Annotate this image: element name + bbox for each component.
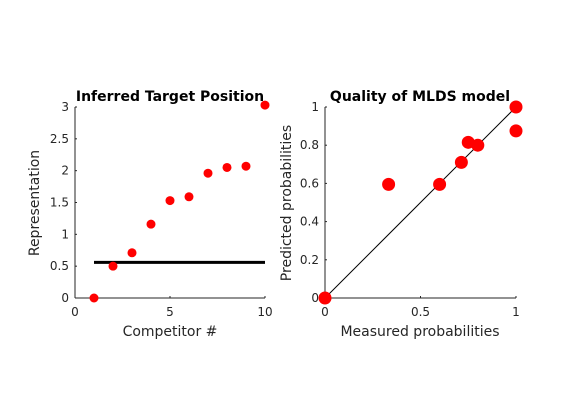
right-chart-panel: Quality of MLDS model Measured probabili… [279,89,523,340]
left-data-point [108,261,118,271]
left-y-tick-label: 1 [61,227,69,241]
right-data-point [318,291,332,305]
right-data-point [454,155,468,169]
right-data-point [433,177,447,191]
right-x-tick-label: 0 [321,305,329,319]
right-data-point [509,124,523,138]
left-data-point [146,219,156,229]
left-chart-panel: Inferred Target Position Competitor # Re… [27,89,273,340]
right-chart-xlabel: Measured probabilities [340,324,499,340]
right-data-point [509,100,523,114]
right-y-tick-label: 0.8 [300,138,319,152]
left-y-tick-label: 0.5 [50,259,69,273]
right-y-tick-label: 0 [311,291,319,305]
left-y-tick-label: 2 [61,164,69,178]
left-chart-title: Inferred Target Position [76,89,264,105]
left-data-point [222,162,232,172]
left-chart-ylabel: Representation [27,150,43,256]
right-chart-ylabel: Predicted probabilities [279,125,295,281]
right-x-tick-label: 0.5 [411,305,430,319]
right-y-tick-label: 0.2 [300,253,319,267]
left-data-point [184,192,194,202]
left-y-tick-label: 0 [61,291,69,305]
left-data-point [260,100,270,110]
right-data-point [382,177,396,191]
left-y-tick-label: 1.5 [50,196,69,210]
left-y-tick-label: 3 [61,100,69,114]
left-y-tick-label: 2.5 [50,132,69,146]
left-data-point [203,168,213,178]
left-x-tick-label: 0 [71,305,79,319]
right-y-tick-label: 0.6 [300,176,319,190]
right-chart-title: Quality of MLDS model [330,89,510,105]
right-reference-line [324,106,517,299]
right-y-tick-label: 0.4 [300,215,319,229]
left-x-tick-label: 5 [166,305,174,319]
left-data-point [89,293,99,303]
right-data-point [471,138,485,152]
left-chart-xlabel: Competitor # [123,324,218,340]
left-x-tick-label: 10 [257,305,272,319]
left-data-point [165,196,175,206]
right-x-tick-label: 1 [512,305,520,319]
left-data-point [241,161,251,171]
right-y-tick-label: 1 [311,100,319,114]
left-data-point [127,248,137,258]
